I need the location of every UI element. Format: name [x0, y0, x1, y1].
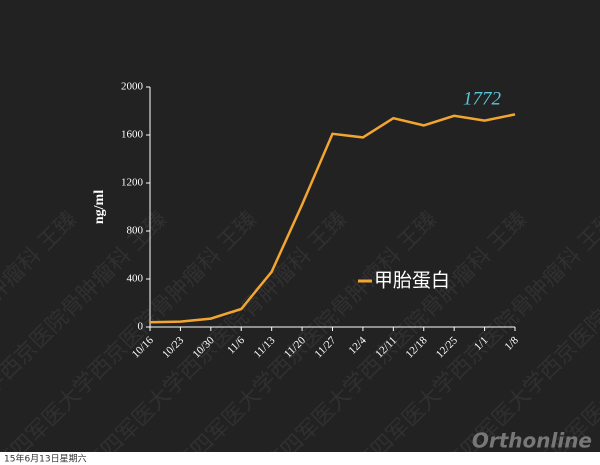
footer-logo: Orthonline: [472, 429, 592, 453]
y-tick-label: 2000: [121, 81, 144, 93]
y-axis-label: ng/ml: [92, 190, 107, 224]
legend-label: 甲胎蛋白: [374, 270, 450, 292]
background: [0, 0, 600, 452]
footer-date: 15年6月13日星期六: [4, 453, 87, 465]
data-line: [149, 113, 516, 324]
footer-strip: [0, 452, 600, 465]
y-tick-label: 1200: [121, 177, 144, 189]
data-label: 1772: [463, 89, 502, 110]
y-tick-label: 400: [127, 273, 144, 285]
y-tick-label: 0: [138, 321, 144, 333]
y-tick-label: 1600: [121, 129, 144, 141]
y-tick-label: 800: [127, 225, 144, 237]
